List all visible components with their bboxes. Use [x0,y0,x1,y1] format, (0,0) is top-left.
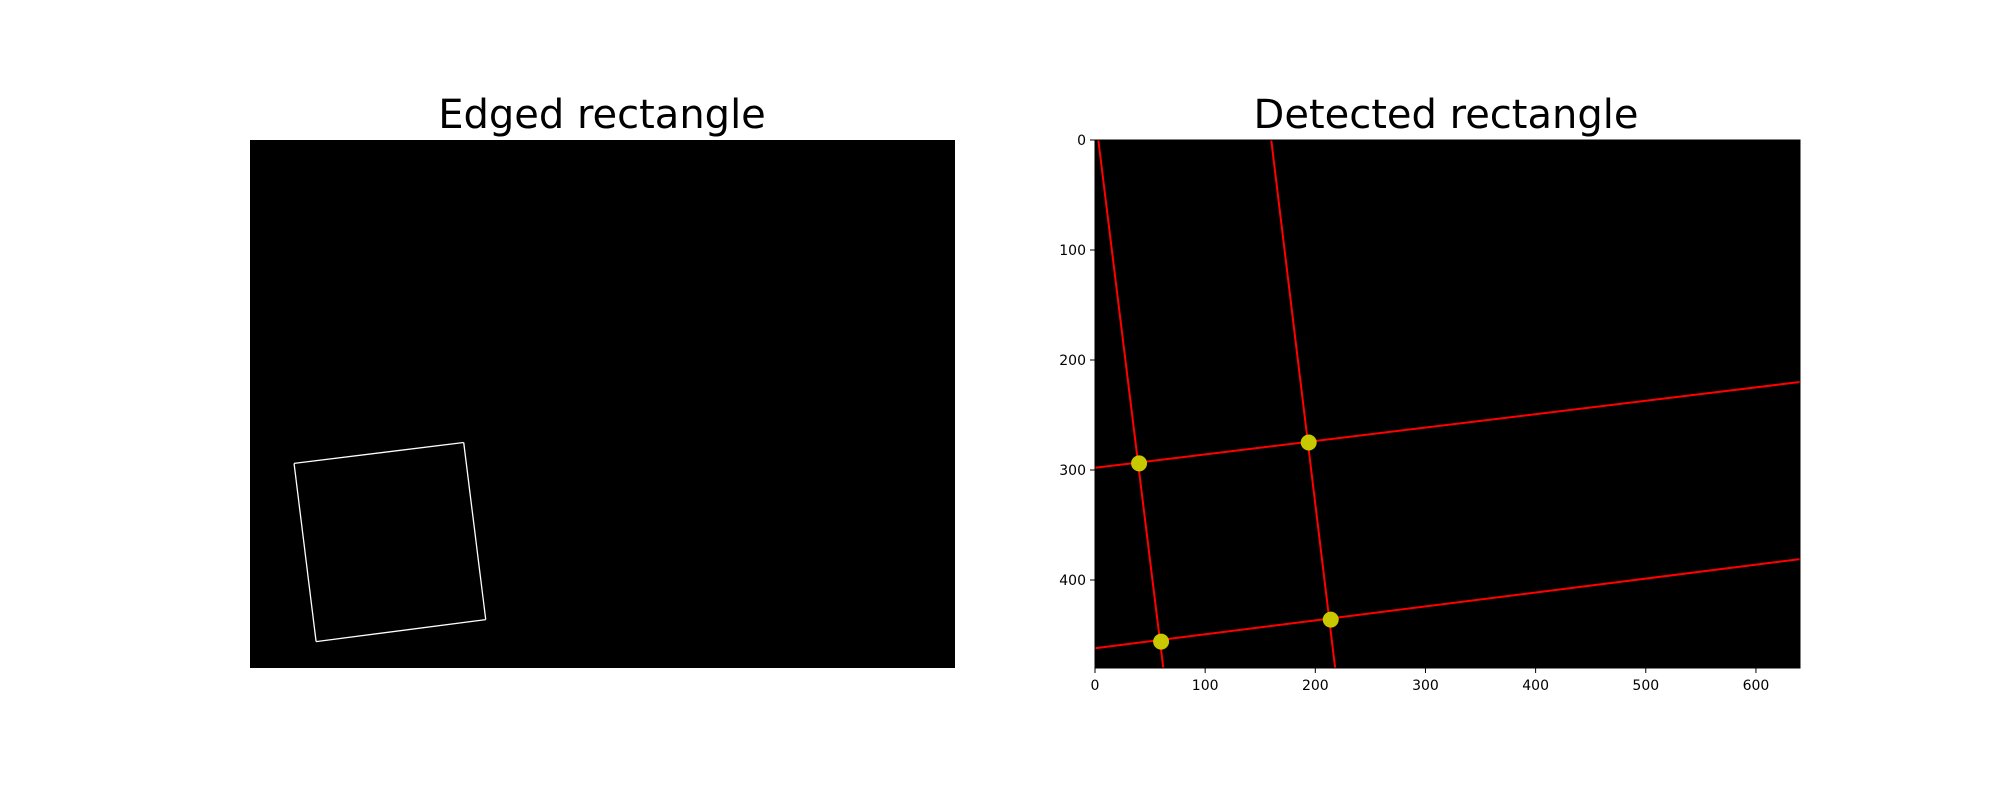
x-tick-label: 500 [1632,678,1659,694]
edge-segment [316,618,486,643]
x-tick-label: 200 [1302,678,1329,694]
y-axis: 0 100 200 300 400 [1059,133,1095,589]
edged-panel: Edged rectangle [250,92,955,668]
corner-point [1153,633,1170,650]
corner-point [1131,455,1148,472]
detected-image [1095,140,1800,668]
x-tick-label: 300 [1412,678,1439,694]
detected-line [1097,139,1165,669]
detected-line [1094,558,1801,650]
edged-edges [293,441,487,643]
detected-lines [1094,139,1801,669]
detected-corners [1131,434,1339,650]
edge-segment [463,442,487,620]
detected-panel: Detected rectangle 0 100 200 300 400 500 600 0… [1059,92,1801,694]
x-tick-label: 0 [1091,678,1100,694]
x-tick-label: 600 [1743,678,1770,694]
corner-point [1300,434,1317,451]
y-tick-label: 100 [1059,243,1086,259]
x-tick-label: 400 [1522,678,1549,694]
corner-point [1322,611,1339,628]
edge-segment [293,441,464,465]
detected-line [1270,139,1337,669]
y-tick-label: 300 [1059,463,1086,479]
detected-line [1094,381,1801,469]
x-tick-label: 100 [1192,678,1219,694]
edged-title: Edged rectangle [438,92,766,138]
x-axis: 0 100 200 300 400 500 600 [1091,668,1770,694]
y-tick-label: 400 [1059,573,1086,589]
y-tick-label: 0 [1077,133,1086,149]
edged-image [250,140,955,668]
detected-title: Detected rectangle [1254,92,1639,138]
detected-axes-frame [1094,139,1801,669]
edge-segment [293,463,317,642]
y-tick-label: 200 [1059,353,1086,369]
